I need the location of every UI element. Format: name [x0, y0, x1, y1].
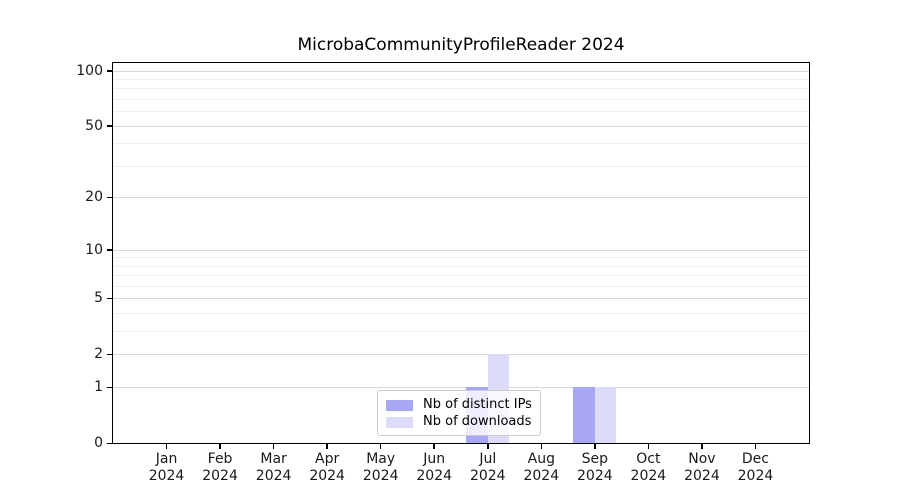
plot-area: Nb of distinct IPs Nb of downloads [112, 62, 810, 444]
x-tick-label-dec: Dec 2024 [737, 451, 774, 484]
x-tick-mark [219, 444, 221, 449]
x-tick-label-jan: Jan 2024 [148, 451, 185, 484]
major-gridline [113, 70, 809, 72]
minor-gridline [113, 143, 809, 145]
y-tick-label: 1 [94, 379, 103, 396]
x-tick-label-aug: Aug 2024 [523, 451, 560, 484]
legend-item-downloads: Nb of downloads [386, 414, 532, 430]
minor-gridline [113, 331, 809, 333]
x-tick-mark [165, 444, 168, 449]
legend-swatch-downloads [386, 416, 413, 428]
major-gridline [113, 249, 809, 251]
chart-title: MicrobaCommunityProfileReader 2024 [297, 35, 625, 55]
y-tick-mark [107, 442, 112, 444]
minor-gridline [113, 99, 809, 101]
y-tick-mark [107, 125, 112, 127]
y-tick-label: 50 [85, 117, 103, 134]
y-tick-mark [107, 297, 112, 300]
y-tick-label: 100 [76, 62, 103, 79]
legend-item-distinct-ips: Nb of distinct IPs [386, 397, 532, 413]
major-gridline [113, 387, 809, 389]
y-tick-mark [107, 353, 112, 356]
minor-gridline [113, 285, 809, 287]
legend-swatch-distinct-ips [386, 399, 413, 411]
minor-gridline [113, 313, 809, 315]
x-tick-label-jul: Jul 2024 [469, 451, 506, 484]
major-gridline [113, 298, 809, 300]
x-tick-mark [647, 444, 650, 449]
bar-sep-distinct-ips [573, 387, 595, 443]
y-tick-label: 0 [94, 435, 103, 451]
y-tick-label: 5 [94, 290, 103, 307]
minor-gridline [113, 275, 809, 277]
x-tick-label-oct: Oct 2024 [630, 451, 667, 484]
y-tick-mark [107, 386, 112, 389]
y-tick-label: 10 [85, 241, 103, 258]
y-tick-label: 20 [85, 189, 103, 206]
x-tick-label-nov: Nov 2024 [684, 451, 720, 484]
x-tick-mark [272, 444, 275, 449]
y-tick-mark [107, 196, 112, 199]
minor-gridline [113, 88, 809, 90]
minor-gridline [113, 79, 809, 81]
x-tick-mark [754, 444, 757, 449]
x-tick-mark [326, 444, 328, 449]
minor-gridline [113, 165, 809, 167]
x-tick-mark [540, 444, 543, 449]
legend-label-distinct-ips: Nb of distinct IPs [423, 397, 532, 412]
x-tick-mark [487, 444, 489, 449]
major-gridline [113, 197, 809, 199]
minor-gridline [113, 257, 809, 259]
x-tick-label-feb: Feb 2024 [202, 451, 238, 484]
major-gridline [113, 125, 809, 127]
x-tick-label-apr: Apr 2024 [309, 451, 345, 484]
major-gridline [113, 354, 809, 356]
minor-gridline [113, 265, 809, 267]
x-tick-mark [379, 444, 382, 449]
x-tick-mark [433, 444, 435, 449]
x-tick-label-mar: Mar 2024 [255, 451, 292, 484]
legend: Nb of distinct IPs Nb of downloads [377, 390, 541, 436]
x-tick-mark [701, 444, 703, 449]
y-tick-mark [107, 70, 112, 72]
y-tick-mark [107, 249, 112, 251]
x-tick-label-jun: Jun 2024 [416, 451, 453, 484]
x-tick-label-may: May 2024 [362, 451, 399, 484]
x-tick-label-sep: Sep 2024 [577, 451, 613, 484]
minor-gridline [113, 111, 809, 113]
bar-sep-downloads [594, 387, 617, 443]
y-tick-label: 2 [94, 346, 103, 363]
legend-label-downloads: Nb of downloads [423, 414, 532, 429]
x-tick-mark [594, 444, 596, 449]
